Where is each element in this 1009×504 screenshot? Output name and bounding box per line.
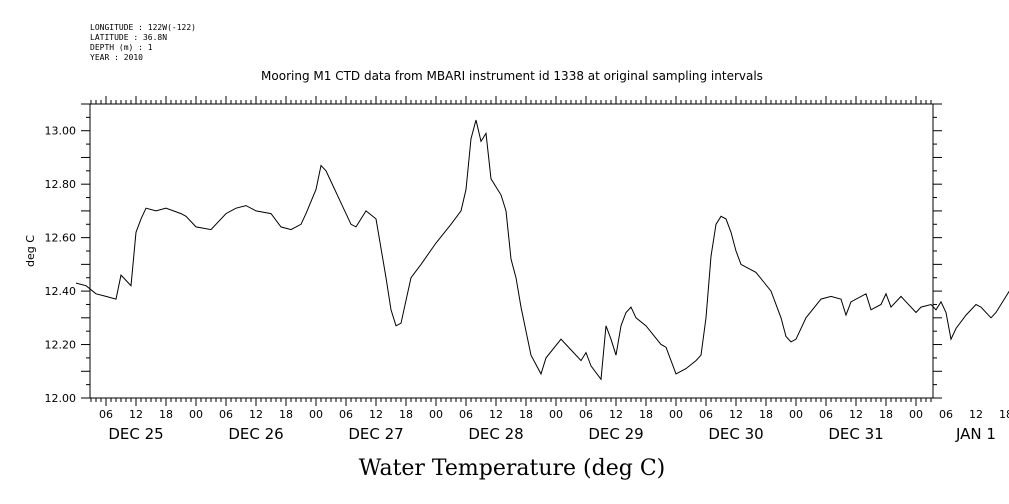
x-tick-label: 12 — [969, 408, 983, 421]
year-text: YEAR : 2010 — [90, 53, 143, 62]
x-tick-label: 12 — [249, 408, 263, 421]
latitude-text: LATITUDE : 36.8N — [90, 33, 167, 42]
x-tick-label: 00 — [789, 408, 803, 421]
x-tick-label: 06 — [819, 408, 833, 421]
x-tick-label: 06 — [699, 408, 713, 421]
y-axis-label: deg C — [24, 235, 37, 267]
x-tick-label: 12 — [129, 408, 143, 421]
x-tick-label: 12 — [369, 408, 383, 421]
x-day-label: DEC 26 — [228, 425, 283, 443]
x-tick-label: 00 — [669, 408, 683, 421]
x-tick-label: 12 — [609, 408, 623, 421]
y-tick-label: 12.20 — [45, 339, 77, 352]
x-day-label: DEC 27 — [348, 425, 403, 443]
x-tick-label: 12 — [849, 408, 863, 421]
depth-text: DEPTH (m) : 1 — [90, 43, 153, 52]
x-day-label: DEC 28 — [468, 425, 523, 443]
x-day-label: JAN 1 — [955, 425, 996, 443]
temperature-series-line — [75, 119, 1009, 381]
chart-title: Mooring M1 CTD data from MBARI instrumen… — [261, 69, 763, 83]
y-axis: 12.00 12.20 12.40 12.60 12.80 13.00 — [45, 103, 942, 405]
x-axis-label: Water Temperature (deg C) — [359, 456, 666, 481]
x-day-label: DEC 31 — [828, 425, 883, 443]
x-day-label: DEC 30 — [708, 425, 763, 443]
y-tick-label: 12.40 — [45, 285, 77, 298]
plot-frame — [89, 103, 934, 399]
x-tick-label: 00 — [549, 408, 563, 421]
x-axis: 06 12 18 00 06 12 18 00 06 12 18 00 06 12 18 00 06 12 18 00… — [90, 96, 1009, 443]
x-tick-label: 06 — [579, 408, 593, 421]
y-tick-label: 12.60 — [45, 232, 77, 245]
x-tick-label: 18 — [759, 408, 773, 421]
x-tick-label: 18 — [999, 408, 1009, 421]
x-tick-label: 00 — [309, 408, 323, 421]
x-tick-label: 06 — [99, 408, 113, 421]
x-tick-label: 00 — [909, 408, 923, 421]
x-tick-label: 18 — [279, 408, 293, 421]
y-tick-label: 12.00 — [45, 392, 77, 405]
x-tick-label: 12 — [729, 408, 743, 421]
longitude-text: LONGITUDE : 122W(-122) — [90, 23, 196, 32]
x-day-label: DEC 29 — [588, 425, 643, 443]
x-tick-label: 06 — [219, 408, 233, 421]
x-tick-label: 18 — [399, 408, 413, 421]
x-tick-label: 12 — [489, 408, 503, 421]
x-tick-label: 06 — [459, 408, 473, 421]
x-tick-label: 18 — [159, 408, 173, 421]
x-tick-label: 18 — [639, 408, 653, 421]
x-tick-label: 06 — [339, 408, 353, 421]
x-tick-label: 18 — [879, 408, 893, 421]
x-tick-label: 06 — [939, 408, 953, 421]
x-day-label: DEC 25 — [108, 425, 163, 443]
y-tick-label: 12.80 — [45, 178, 77, 191]
x-tick-label: 18 — [519, 408, 533, 421]
x-tick-label: 00 — [429, 408, 443, 421]
x-tick-label: 00 — [189, 408, 203, 421]
y-tick-label: 13.00 — [45, 125, 77, 138]
